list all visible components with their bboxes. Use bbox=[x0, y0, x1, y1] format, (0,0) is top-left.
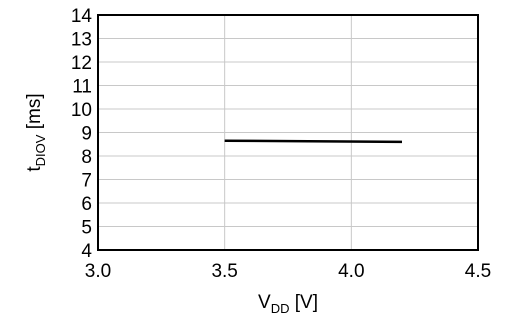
series-group bbox=[224, 139, 403, 144]
y-tick-label: 12 bbox=[71, 53, 92, 74]
x-tick-label: 4.0 bbox=[338, 261, 364, 282]
series-line bbox=[224, 139, 403, 144]
plot-frame bbox=[97, 14, 479, 251]
x-tick-label: 4.5 bbox=[465, 261, 491, 282]
x-axis-label-unit: [V] bbox=[289, 292, 318, 313]
y-tick-label: 8 bbox=[81, 147, 92, 168]
x-tick-label: 3.0 bbox=[85, 261, 111, 282]
x-tick-label: 3.5 bbox=[211, 261, 237, 282]
y-axis-label-subscript: DIOV bbox=[33, 134, 48, 166]
y-tick-label: 9 bbox=[81, 124, 92, 145]
x-axis-label-main: V bbox=[258, 292, 271, 313]
y-tick-label: 11 bbox=[72, 77, 92, 98]
y-axis-label-main: t bbox=[24, 166, 45, 172]
y-tick-label: 14 bbox=[71, 6, 93, 27]
y-tick-label: 10 bbox=[71, 100, 92, 121]
x-axis-label: VDD [V] bbox=[258, 292, 318, 316]
x-tick-labels: 3.0 3.5 4.0 4.5 bbox=[85, 261, 491, 282]
y-tick-label: 4 bbox=[81, 241, 92, 262]
grid bbox=[98, 15, 478, 250]
y-tick-label: 6 bbox=[81, 194, 92, 215]
y-tick-label: 5 bbox=[81, 218, 92, 239]
y-axis-label: tDIOV [ms] bbox=[24, 93, 48, 171]
y-axis-label-unit: [ms] bbox=[24, 93, 45, 134]
y-tick-label: 7 bbox=[81, 171, 92, 192]
y-tick-label: 13 bbox=[71, 30, 92, 51]
x-axis-label-subscript: DD bbox=[271, 301, 290, 316]
